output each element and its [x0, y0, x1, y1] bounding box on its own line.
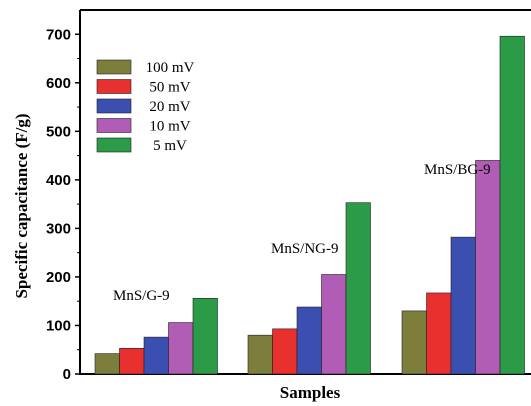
bar-mns-ng-9-50mv	[272, 328, 298, 375]
bar-mns-g-9-10mv	[168, 322, 194, 375]
group-label: MnS/NG-9	[271, 241, 339, 257]
bar-mns-ng-9-5mv	[345, 202, 371, 375]
legend-swatch	[96, 118, 132, 133]
bar-mns-ng-9-100mv	[247, 334, 273, 375]
plot-area: 0 100 200 300 400 500 600 700 MnS/G-9 MnS/NG-9 MnS…	[46, 9, 531, 383]
bar-mns-ng-9-10mv	[321, 274, 347, 375]
group-label: MnS/BG-9	[424, 162, 491, 178]
bar-mns-bg-9-20mv	[450, 236, 476, 375]
legend-label: 50 mV	[149, 80, 190, 96]
bar-mns-g-9-50mv	[119, 347, 145, 375]
y-tick-label: 400	[46, 172, 71, 189]
y-tick-label: 600	[46, 75, 71, 92]
bar-mns-g-9-5mv	[192, 297, 218, 375]
bar-mns-g-9-100mv	[94, 353, 120, 375]
legend-label: 100 mV	[146, 60, 195, 76]
bar-mns-bg-9-50mv	[426, 292, 452, 375]
legend-swatch	[96, 59, 132, 75]
y-tick-label: 700	[46, 26, 71, 43]
y-tick-label: 100	[46, 317, 71, 334]
bar-mns-bg-9-5mv	[499, 35, 525, 375]
y-tick-label: 200	[46, 269, 71, 286]
y-tick-label: 300	[46, 220, 71, 237]
legend-swatch	[96, 79, 132, 94]
y-tick-label: 500	[46, 123, 71, 140]
legend-label: 5 mV	[153, 138, 187, 154]
legend-swatch	[96, 98, 132, 114]
bar-mns-g-9-20mv	[143, 336, 169, 375]
legend-label: 10 mV	[149, 119, 190, 135]
bar-mns-bg-9-100mv	[401, 310, 427, 375]
y-axis-label: Specific capacitance (F/g)	[12, 113, 31, 298]
group-label: MnS/G-9	[113, 288, 170, 304]
bar-mns-ng-9-20mv	[296, 306, 322, 375]
y-tick-label: 0	[63, 366, 71, 383]
bar-mns-bg-9-10mv	[475, 160, 501, 375]
x-axis-label: Samples	[280, 383, 341, 402]
legend: 100 mV 50 mV 20 mV 10 mV 5 mV	[96, 59, 195, 154]
legend-label: 20 mV	[149, 99, 190, 115]
legend-swatch	[96, 137, 132, 153]
